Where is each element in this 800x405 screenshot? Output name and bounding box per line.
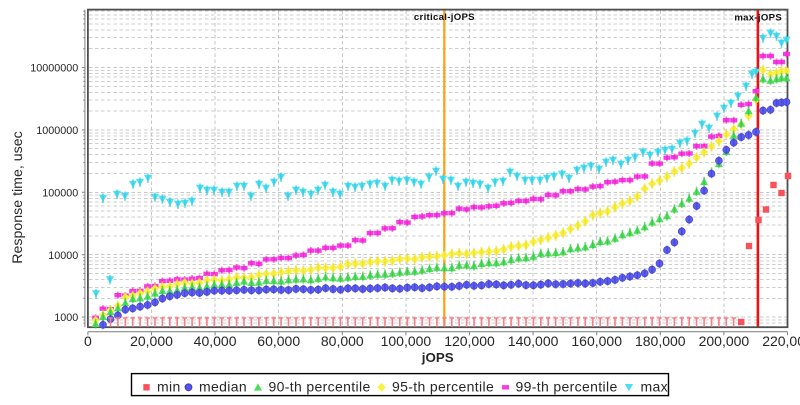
svg-text:min: min <box>157 379 181 395</box>
svg-text:100000: 100000 <box>42 187 78 199</box>
svg-text:max-jOPS: max-jOPS <box>734 12 782 23</box>
svg-text:1000: 1000 <box>54 312 78 324</box>
svg-text:90-th percentile: 90-th percentile <box>269 379 371 395</box>
svg-text:220,000: 220,000 <box>762 333 800 349</box>
svg-text:80,000: 80,000 <box>321 333 364 349</box>
svg-text:max: max <box>641 379 669 395</box>
svg-text:critical-jOPS: critical-jOPS <box>414 12 475 23</box>
svg-text:20,000: 20,000 <box>130 333 173 349</box>
svg-text:0: 0 <box>84 333 92 349</box>
svg-text:180,000: 180,000 <box>635 333 686 349</box>
svg-text:60,000: 60,000 <box>257 333 300 349</box>
svg-text:jOPS: jOPS <box>421 350 454 365</box>
svg-text:120,000: 120,000 <box>444 333 495 349</box>
svg-text:median: median <box>199 379 247 395</box>
svg-text:10000: 10000 <box>48 250 78 262</box>
svg-text:1000000: 1000000 <box>36 125 78 137</box>
svg-text:140,000: 140,000 <box>508 333 559 349</box>
svg-text:10000000: 10000000 <box>30 63 78 75</box>
svg-text:99-th percentile: 99-th percentile <box>516 379 618 395</box>
svg-text:100,000: 100,000 <box>381 333 432 349</box>
svg-text:Response time, usec: Response time, usec <box>10 131 26 263</box>
svg-text:95-th percentile: 95-th percentile <box>392 379 494 395</box>
svg-text:40,000: 40,000 <box>194 333 237 349</box>
svg-text:200,000: 200,000 <box>699 333 750 349</box>
svg-text:160,000: 160,000 <box>571 333 622 349</box>
